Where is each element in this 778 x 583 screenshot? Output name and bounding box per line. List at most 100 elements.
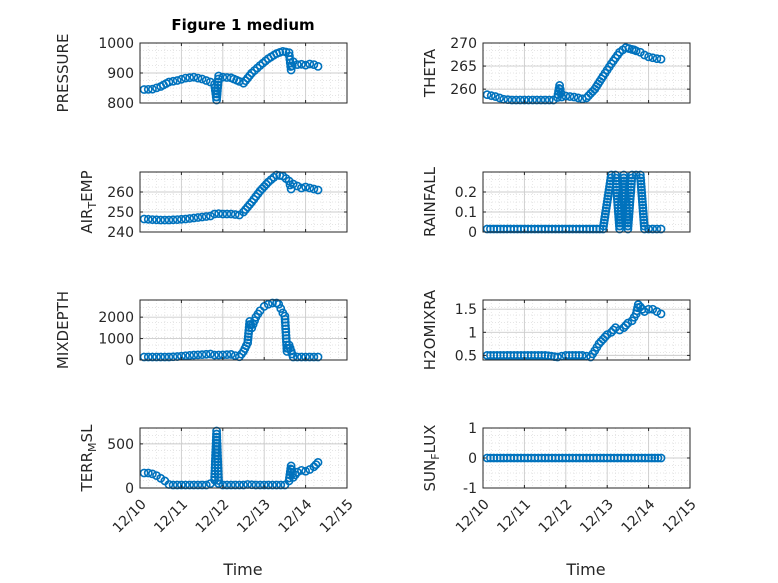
x-tick-label: 12/12 [193, 496, 233, 536]
data-point [554, 224, 564, 234]
data-point [492, 350, 502, 360]
data-point [201, 349, 211, 359]
data-point [259, 480, 269, 490]
data-point [627, 170, 637, 180]
data-point [253, 309, 263, 319]
axes-box [482, 42, 691, 104]
data-point [172, 480, 182, 490]
data-point [290, 470, 300, 480]
data-point [613, 50, 622, 60]
data-point [623, 221, 633, 231]
data-point [176, 480, 186, 490]
data-point [213, 469, 223, 479]
data-point [513, 453, 522, 463]
y-tick-label: 250 [107, 205, 134, 221]
data-point [313, 352, 323, 362]
data-point [625, 194, 635, 204]
data-point [626, 188, 636, 198]
y-axis-label: AIRTEMP [78, 170, 99, 233]
data-point [205, 211, 215, 221]
data-point [648, 53, 658, 63]
subplot-3: 240 250 260 AIRTEMP [78, 170, 348, 241]
data-point [189, 72, 199, 82]
data-point [212, 432, 222, 442]
data-point [619, 170, 629, 180]
data-point [588, 349, 598, 359]
data-point [212, 95, 221, 105]
data-point [644, 52, 653, 62]
data-point [139, 214, 149, 224]
data-point [226, 480, 236, 490]
x-tick-label: 12/14 [276, 496, 316, 536]
data-point [626, 191, 635, 201]
data-point [309, 352, 319, 362]
data-point [143, 214, 153, 224]
data-point [623, 224, 633, 234]
data-point [553, 352, 562, 362]
data-point [297, 59, 306, 69]
data-point [311, 460, 321, 470]
data-point [653, 453, 663, 463]
data-point [625, 200, 635, 210]
data-point [511, 95, 521, 105]
data-point [213, 466, 223, 476]
data-point [638, 206, 648, 216]
data-point [189, 480, 199, 490]
data-point [313, 185, 323, 195]
data-point [218, 72, 228, 82]
data-point [193, 73, 203, 83]
data-point [152, 352, 161, 362]
x-tick-label: 12/14 [619, 496, 659, 536]
data-point [513, 224, 522, 234]
data-point [565, 92, 575, 101]
data-point [214, 74, 223, 84]
data-point [656, 54, 666, 64]
data-point [274, 299, 284, 309]
data-point [625, 203, 634, 213]
data-point [639, 212, 648, 222]
data-point [213, 80, 223, 90]
subplot-1: 800 900 1000 PRESSURE [54, 34, 348, 113]
data-point [637, 453, 647, 463]
data-point [533, 224, 543, 234]
data-point [635, 170, 645, 180]
data-point [197, 480, 207, 490]
y-tick-label: 2000 [98, 310, 134, 326]
data-point [181, 351, 190, 361]
data-point [595, 453, 605, 463]
y-tick-label: -1 [463, 481, 477, 497]
subplot-6: 0.5 1 1.5 H2OMIXRA [421, 289, 691, 370]
y-tick-label: 1000 [98, 332, 134, 348]
y-axis-label: PRESSURE [54, 34, 72, 113]
data-point [212, 435, 222, 445]
data-point [627, 176, 636, 186]
data-point [214, 479, 224, 488]
data-point [305, 59, 315, 69]
data-point [181, 480, 190, 490]
x-tick-label: 12/13 [234, 496, 274, 536]
y-tick-label: 1 [468, 325, 477, 341]
data-point [197, 212, 207, 222]
data-point [491, 92, 500, 101]
data-point [214, 473, 223, 482]
data-point [656, 453, 666, 463]
data-point [625, 197, 635, 207]
data-point [148, 84, 157, 94]
data-point [543, 351, 553, 361]
y-tick-label: 0 [125, 481, 134, 497]
data-point [139, 85, 149, 94]
y-axis-label: RAINFALL [421, 166, 439, 237]
data-point [261, 179, 271, 189]
data-point [627, 173, 637, 183]
data-point [243, 335, 253, 345]
data-point [213, 460, 223, 470]
data-point [243, 332, 253, 342]
data-point [212, 442, 222, 451]
data-point [301, 60, 310, 70]
data-point [263, 480, 273, 490]
subplot-5: 0 1000 2000 MIXDEPTH [54, 291, 348, 369]
data-point [210, 350, 219, 360]
data-point [623, 218, 633, 228]
data-point [212, 445, 222, 454]
